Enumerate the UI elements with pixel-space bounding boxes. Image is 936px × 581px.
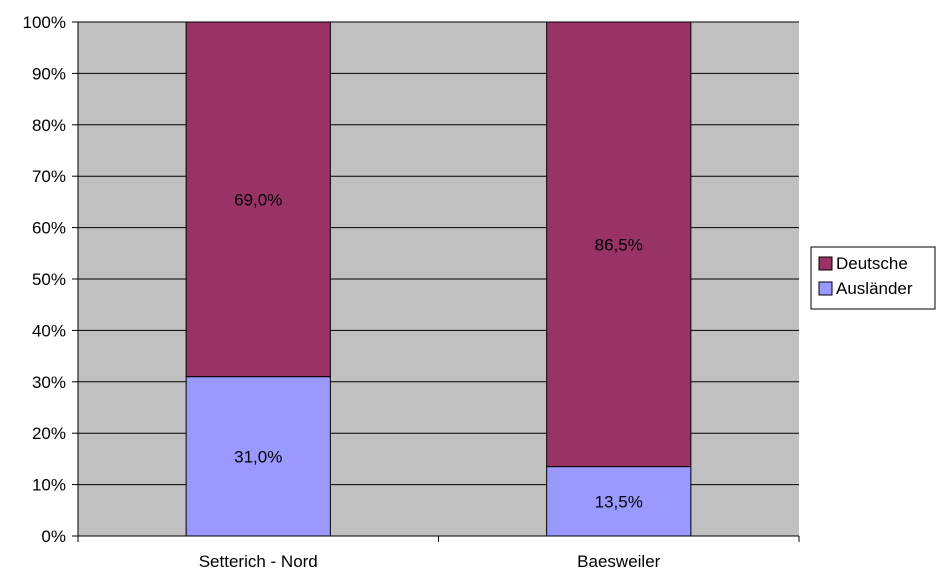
x-category-labels: Setterich - Nord Baesweiler xyxy=(199,552,661,571)
y-tick-label: 50% xyxy=(32,270,66,289)
legend-swatch xyxy=(818,281,833,296)
y-tick-label: 20% xyxy=(32,424,66,443)
legend-label: Ausländer xyxy=(836,279,913,298)
y-tick-label: 100% xyxy=(23,13,66,32)
y-tick-label: 0% xyxy=(41,527,66,546)
data-label: 31,0% xyxy=(234,447,282,466)
y-tick-label: 30% xyxy=(32,373,66,392)
bar-segment xyxy=(185,21,331,378)
bar-segment xyxy=(546,21,692,468)
data-label: 13,5% xyxy=(595,492,643,511)
data-label: 86,5% xyxy=(595,235,643,254)
bar-segment xyxy=(185,376,331,537)
y-tick-label: 60% xyxy=(32,219,66,238)
bar-segment xyxy=(546,466,692,537)
legend-label: Deutsche xyxy=(836,254,908,273)
y-tick-label: 90% xyxy=(32,64,66,83)
y-tick-label: 80% xyxy=(32,116,66,135)
bars xyxy=(185,21,692,537)
data-label: 69,0% xyxy=(234,190,282,209)
x-category-label: Baesweiler xyxy=(577,552,660,571)
data-labels: 31,0% 69,0% 13,5% 86,5% xyxy=(234,190,643,511)
y-tick-label: 10% xyxy=(32,476,66,495)
y-tick-label: 70% xyxy=(32,167,66,186)
legend-swatch xyxy=(818,256,833,271)
x-category-label: Setterich - Nord xyxy=(199,552,318,571)
legend: Deutsche Ausländer xyxy=(810,246,936,310)
y-tick-labels: 0% 10% 20% 30% 40% 50% 60% 70% 80% 90% 100% xyxy=(23,13,66,546)
y-tick-label: 40% xyxy=(32,321,66,340)
axes xyxy=(72,21,800,542)
